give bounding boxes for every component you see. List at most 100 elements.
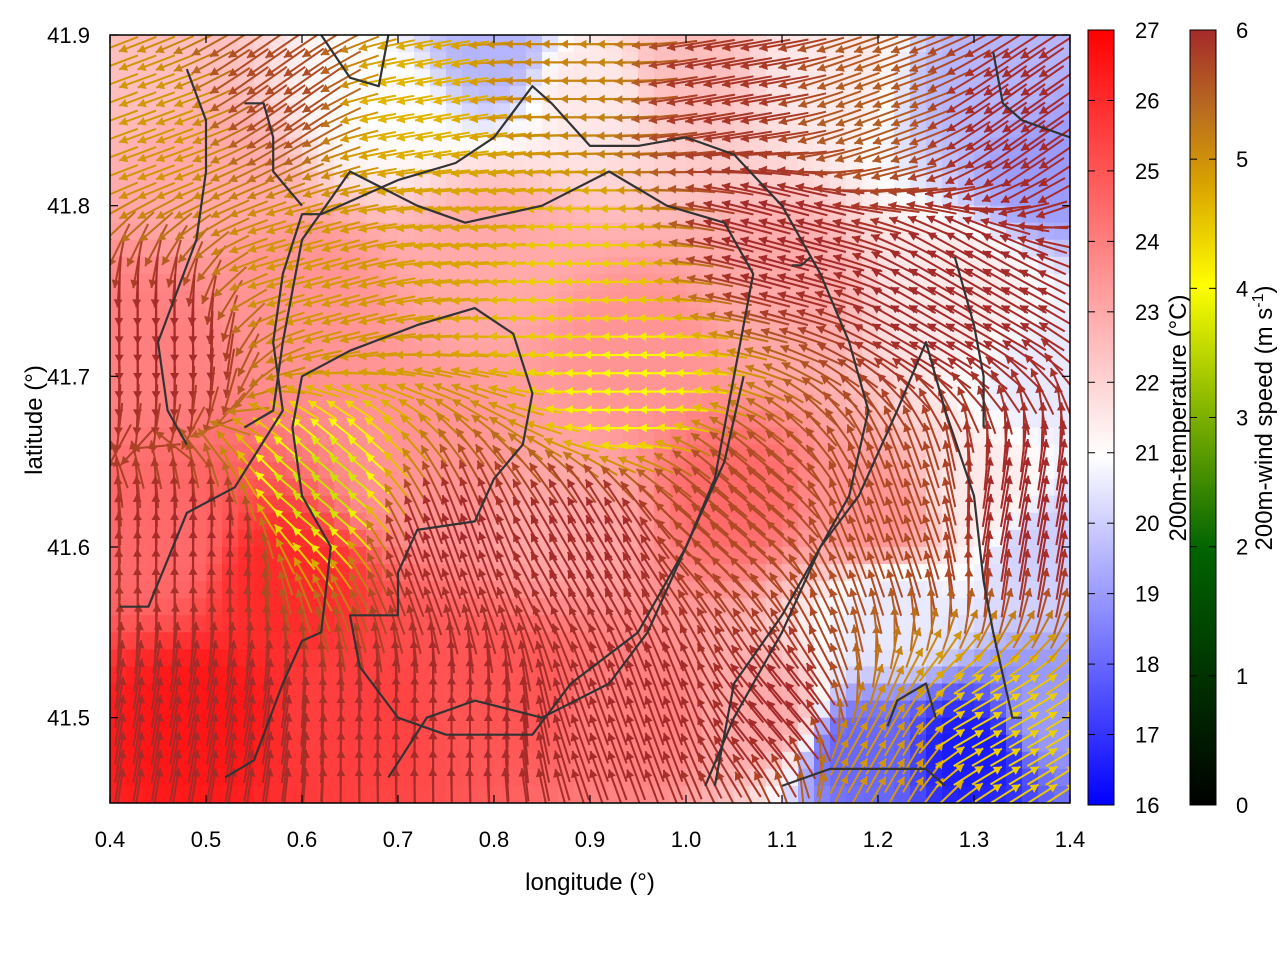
heat-cell [446,240,463,258]
heat-cell [590,410,607,428]
x-tick-label: 1.3 [959,827,990,852]
heat-cell [574,154,591,172]
x-tick-label: 0.5 [191,827,222,852]
heat-cell [478,325,495,343]
heat-cell [366,701,383,719]
colorbar-tick-label: 21 [1135,441,1159,466]
colorbar-tick-label: 19 [1135,582,1159,607]
colorbar-tick-label: 26 [1135,88,1159,113]
heat-cell [638,257,655,275]
heat-cell [446,752,463,770]
heat-cell [958,496,975,514]
heat-cell [494,240,511,258]
x-tick-label: 1.1 [767,827,798,852]
heat-cell [478,240,495,258]
heat-cell [398,701,415,719]
heat-cell [622,52,639,70]
heat-cell [414,325,431,343]
colorbar-tick-label: 18 [1135,652,1159,677]
heat-cell [638,240,655,258]
heat-cell [590,240,607,258]
x-tick-label: 1.4 [1055,827,1086,852]
heat-cell [158,513,175,531]
colorbar-tick-label: 20 [1135,511,1159,536]
heat-cell [622,410,639,428]
temperature-colorbar-label: 200m-temperature (°C) [1165,294,1192,541]
heat-cell [958,513,975,531]
heat-cell [782,428,799,446]
colorbar-tick-label: 16 [1135,793,1159,818]
heat-cell [1054,240,1071,258]
heat-cell [494,69,511,87]
x-tick-label: 1.0 [671,827,702,852]
heat-cell [542,69,559,87]
heat-cell [414,701,431,719]
heat-cell [318,701,335,719]
heat-cell [158,530,175,548]
heat-cell [414,786,431,804]
heat-cell [622,342,639,360]
heat-cell [158,615,175,633]
heat-cell [590,325,607,343]
heat-cell [510,240,527,258]
heat-cell [286,786,303,804]
x-tick-label: 0.8 [479,827,510,852]
heat-cell [526,154,543,172]
heat-cell [126,513,143,531]
heat-cell [414,342,431,360]
colorbar-tick-label: 23 [1135,300,1159,325]
y-tick-label: 41.7 [47,364,90,389]
heat-cell [366,786,383,804]
y-tick-label: 41.6 [47,535,90,560]
heat-cell [318,684,335,702]
heat-cell [206,598,223,616]
heat-cell [398,769,415,787]
x-tick-label: 1.2 [863,827,894,852]
heat-cell [494,86,511,104]
heat-cell [414,769,431,787]
heat-cell [206,581,223,599]
heat-cell [574,69,591,87]
colorbar-tick-label: 27 [1135,18,1159,43]
heat-cell [174,308,191,326]
heat-cell [590,257,607,275]
heat-cell [334,786,351,804]
heat-cell [238,598,255,616]
x-tick-label: 0.9 [575,827,606,852]
heat-cell [126,530,143,548]
heat-cell [478,786,495,804]
heat-cell [1054,223,1071,241]
heat-cell [558,257,575,275]
x-tick-label: 0.4 [95,827,126,852]
y-tick-label: 41.8 [47,194,90,219]
heat-cell [398,786,415,804]
heat-cell [158,598,175,616]
heat-cell [558,240,575,258]
heat-cell [590,342,607,360]
heat-cell [990,428,1007,446]
heat-cell [126,308,143,326]
heat-cell [206,530,223,548]
colorbar-tick-label: 24 [1135,229,1159,254]
heat-cell [446,769,463,787]
heat-cell [606,257,623,275]
x-tick-label: 0.7 [383,827,414,852]
colorbar-tick-label: 25 [1135,159,1159,184]
heat-cell [606,240,623,258]
heat-cell [574,86,591,104]
x-tick-label: 0.6 [287,827,318,852]
heat-cell [686,410,703,428]
y-axis-label: latitude (°) [21,365,48,475]
heat-cell [126,325,143,343]
heat-cell [622,325,639,343]
colorbar-tick-label: 17 [1135,723,1159,748]
heat-cell [558,325,575,343]
heat-cell [958,564,975,582]
heat-cell [958,598,975,616]
heat-cell [206,513,223,531]
heat-cell [606,223,623,241]
heat-cell [446,342,463,360]
colorbar-tick-label: 0 [1236,793,1248,818]
